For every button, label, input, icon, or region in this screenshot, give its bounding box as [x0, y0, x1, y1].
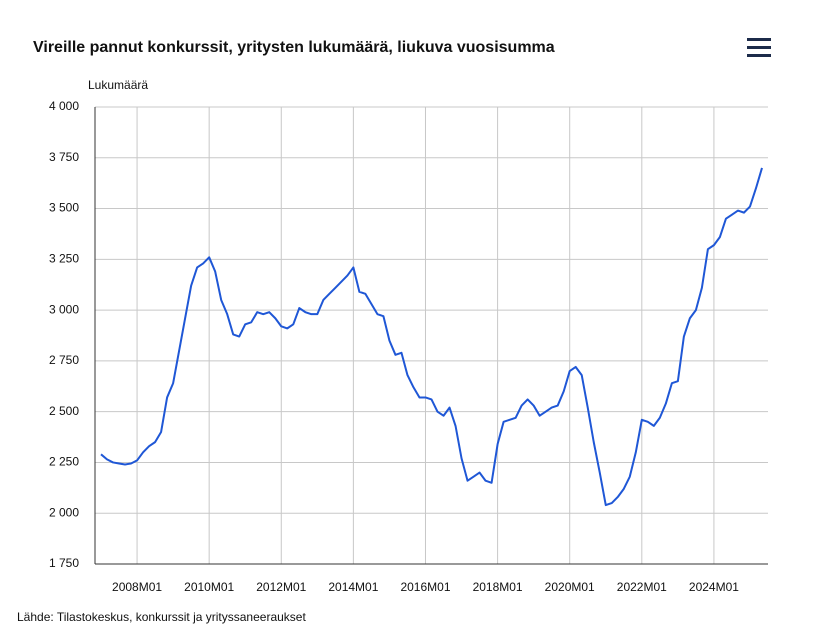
x-tick-label: 2012M01: [256, 580, 306, 594]
y-tick-label: 2 750: [49, 353, 79, 367]
y-tick-label: 3 500: [49, 201, 79, 215]
y-tick-label: 1 750: [49, 556, 79, 570]
y-tick-label: 2 000: [49, 505, 79, 519]
y-tick-label: 4 000: [49, 99, 79, 113]
menu-bar[interactable]: [747, 38, 771, 41]
data-line: [100, 167, 763, 507]
x-tick-label: 2022M01: [617, 580, 667, 594]
source: Lähde: Tilastokeskus, konkurssit ja yrit…: [17, 610, 306, 624]
menu-bar[interactable]: [747, 54, 771, 57]
x-tick-label: 2020M01: [545, 580, 595, 594]
y-tick-label: 3 750: [49, 150, 79, 164]
menu-button[interactable]: [745, 35, 773, 61]
y-tick-label: 3 000: [49, 302, 79, 316]
x-tick-label: 2018M01: [473, 580, 523, 594]
y-axis-label: Lukumäärä: [88, 78, 148, 92]
x-tick-label: 2016M01: [400, 580, 450, 594]
y-tick-label: 2 250: [49, 455, 79, 469]
x-tick-label: 2024M01: [689, 580, 739, 594]
chart-title: Vireille pannut konkurssit, yritysten lu…: [33, 39, 555, 56]
x-tick-label: 2014M01: [328, 580, 378, 594]
y-tick-label: 3 250: [49, 252, 79, 266]
y-tick-label: 2 500: [49, 404, 79, 418]
x-tick-label: 2008M01: [112, 580, 162, 594]
menu-bar[interactable]: [747, 46, 771, 49]
x-tick-label: 2010M01: [184, 580, 234, 594]
